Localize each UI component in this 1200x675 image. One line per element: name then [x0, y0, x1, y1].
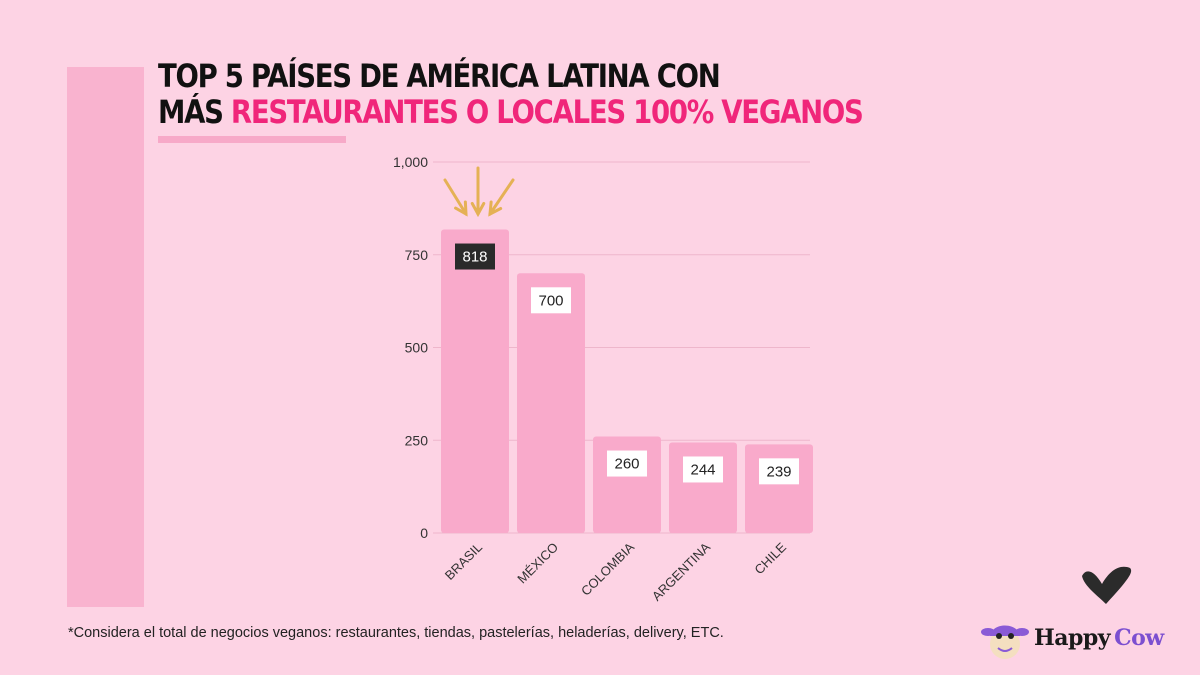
x-tick-label: MÉXICO [514, 540, 561, 587]
footnote: *Considera el total de negocios veganos:… [68, 625, 724, 641]
logo-happy: Happy [1034, 625, 1111, 651]
data-label: 700 [538, 292, 563, 309]
x-tick-label: CHILE [751, 539, 789, 577]
title-line-2-black: MÁS [158, 93, 231, 131]
arrowhead-icon [488, 200, 503, 217]
x-tick-label: COLOMBIA [578, 539, 637, 598]
logo-cow: Cow [1114, 625, 1164, 651]
arrowhead-icon [470, 201, 486, 218]
data-label: 260 [614, 456, 639, 473]
bar-brasil [441, 229, 509, 533]
data-label-box [759, 458, 799, 485]
bar-chile [745, 444, 813, 533]
y-tick-label: 1,000 [393, 154, 428, 170]
data-label-box [683, 456, 723, 483]
y-tick-label: 750 [405, 247, 429, 263]
x-tick-label: ARGENTINA [649, 539, 713, 603]
bar-argentina [669, 442, 737, 533]
arrowhead-icon [454, 200, 468, 217]
chart-title: TOP 5 PAÍSES DE AMÉRICA LATINA CON MÁS R… [158, 57, 864, 131]
title-line-2-pink: RESTAURANTES O LOCALES 100% VEGANOS [230, 93, 864, 131]
data-label-box [607, 450, 647, 477]
data-label: 239 [766, 463, 791, 480]
arrow-icon [443, 178, 468, 216]
data-label-box [531, 287, 571, 314]
arrow-icon [488, 178, 515, 216]
y-tick-label: 0 [420, 525, 428, 541]
title-line-1: TOP 5 PAÍSES DE AMÉRICA LATINA CON [158, 57, 721, 95]
x-tick-label: BRASIL [442, 540, 485, 583]
decorative-sidebar-bar [67, 67, 144, 607]
cow-mascot-icon [981, 625, 1029, 659]
data-label-box [455, 243, 495, 270]
y-tick-label: 250 [405, 432, 429, 448]
happycow-logo: Happy Cow [980, 616, 1164, 660]
bar-méxico [517, 273, 585, 533]
title-line-2: MÁS RESTAURANTES O LOCALES 100% VEGANOS [158, 93, 864, 131]
data-label: 244 [690, 461, 715, 478]
data-label: 818 [462, 249, 487, 266]
title-underline [158, 136, 346, 143]
y-tick-label: 500 [405, 340, 429, 356]
checkmark-heart-icon [1082, 566, 1132, 604]
